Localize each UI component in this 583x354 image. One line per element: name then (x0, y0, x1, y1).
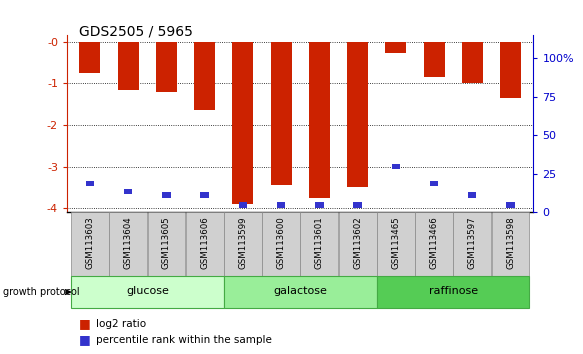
Text: GDS2505 / 5965: GDS2505 / 5965 (79, 25, 192, 39)
Bar (224, 212, 262, 276)
Text: GSM113465: GSM113465 (391, 217, 401, 269)
Text: galactose: galactose (273, 286, 327, 296)
Bar (262, 212, 300, 276)
Bar (156, 42, 177, 92)
Bar (186, 212, 224, 276)
Text: GSM113466: GSM113466 (430, 217, 438, 269)
Bar (309, 42, 330, 198)
Bar (315, 202, 324, 207)
Text: GSM113600: GSM113600 (276, 217, 286, 269)
Bar (462, 42, 483, 83)
Bar (392, 164, 400, 169)
Bar (500, 42, 521, 98)
Bar (79, 42, 100, 73)
Text: log2 ratio: log2 ratio (96, 319, 146, 329)
Text: GSM113605: GSM113605 (162, 217, 171, 269)
Bar (347, 42, 368, 187)
Text: GSM113604: GSM113604 (124, 217, 133, 269)
Text: percentile rank within the sample: percentile rank within the sample (96, 335, 272, 345)
Bar (162, 192, 171, 198)
Bar (238, 202, 247, 207)
Bar (468, 192, 476, 198)
Bar (194, 42, 215, 110)
Text: GSM113598: GSM113598 (506, 217, 515, 269)
Bar (353, 202, 362, 207)
Bar (377, 276, 529, 308)
Bar (300, 212, 338, 276)
Text: growth protocol: growth protocol (3, 287, 79, 297)
Bar (277, 202, 285, 207)
Bar (271, 42, 292, 185)
Bar (124, 189, 132, 194)
Bar (377, 212, 415, 276)
Text: GSM113606: GSM113606 (200, 217, 209, 269)
Bar (147, 212, 185, 276)
Bar (430, 181, 438, 186)
Bar (339, 212, 377, 276)
Text: GSM113599: GSM113599 (238, 217, 247, 269)
Bar (415, 212, 453, 276)
Bar (224, 276, 377, 308)
Bar (118, 42, 139, 90)
Bar (86, 181, 94, 186)
Text: ■: ■ (79, 333, 90, 346)
Bar (491, 212, 529, 276)
Bar (109, 212, 147, 276)
Bar (201, 192, 209, 198)
Text: glucose: glucose (126, 286, 168, 296)
Text: GSM113601: GSM113601 (315, 217, 324, 269)
Text: raffinose: raffinose (429, 286, 477, 296)
Bar (385, 42, 406, 53)
Bar (506, 202, 515, 207)
Text: ■: ■ (79, 318, 90, 330)
Bar (423, 42, 445, 77)
Text: GSM113597: GSM113597 (468, 217, 477, 269)
Text: GSM113602: GSM113602 (353, 217, 362, 269)
Bar (71, 212, 109, 276)
Bar (454, 212, 491, 276)
Text: GSM113603: GSM113603 (86, 217, 94, 269)
Bar (71, 276, 224, 308)
Bar (233, 42, 254, 204)
